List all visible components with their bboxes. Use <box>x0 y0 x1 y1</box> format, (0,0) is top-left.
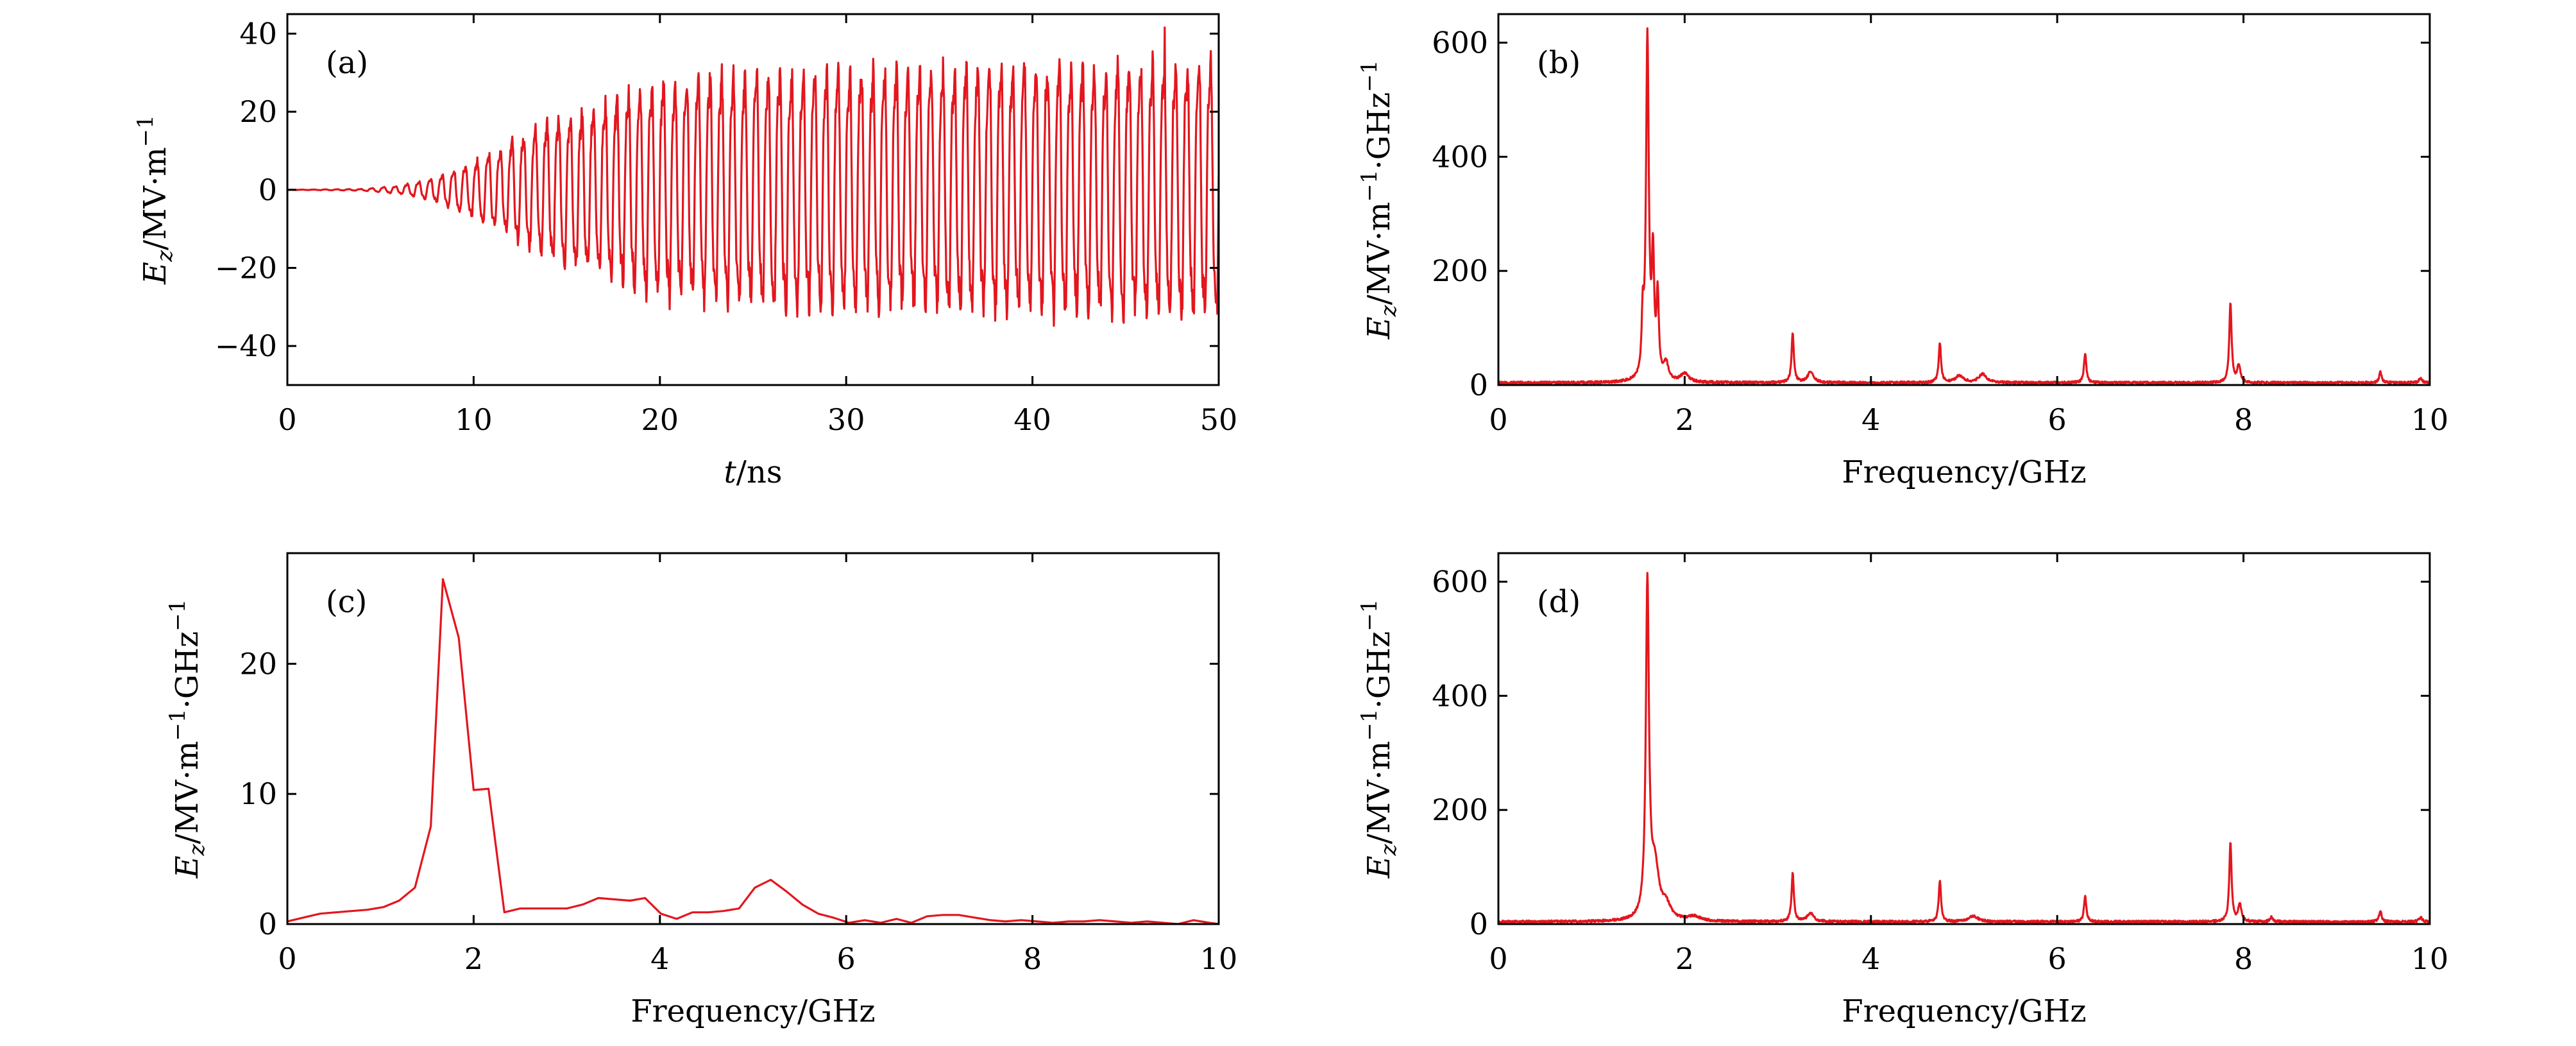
x-tick-label: 20 <box>641 402 679 437</box>
y-tick-label: 20 <box>239 646 277 681</box>
series-line-a <box>287 26 1219 327</box>
panel-d: 0 2 4 6 8 10 0 200 400 600 (d) Frequency/GHz Ez/MV·m… <box>1357 552 2449 1029</box>
y-tick-label: 0 <box>258 907 277 941</box>
y-axis-title: Ez/MV·m−1·GHz−1 <box>1357 60 1402 340</box>
x-axis-title: Frequency/GHz <box>1842 993 2086 1029</box>
y-tick-label: 400 <box>1432 139 1488 174</box>
y-tick-label: 600 <box>1432 564 1488 599</box>
panel-label: (c) <box>326 584 367 620</box>
plot-frame-a <box>286 13 1220 386</box>
x-tick-label: 0 <box>278 941 296 976</box>
y-tick-label: 600 <box>1432 25 1488 60</box>
plot-frame-d <box>1497 552 2431 925</box>
y-tick-label: 0 <box>1470 907 1488 941</box>
x-tick-label: 8 <box>2234 941 2253 976</box>
panel-a: 0 10 20 30 40 50 −40 −20 0 20 40 (a) t/ns Ez/MV·m−1 <box>133 13 1238 490</box>
y-axis-title: Ez/MV·m−1·GHz−1 <box>1357 599 1402 879</box>
x-tick-label: 0 <box>278 402 296 437</box>
y-tick-label: −40 <box>215 329 277 363</box>
x-axis-title: Frequency/GHz <box>1842 454 2086 490</box>
x-tick-label: 10 <box>2411 402 2449 437</box>
y-tick-label: −20 <box>215 250 277 285</box>
x-tick-label: 10 <box>455 402 493 437</box>
x-tick-label: 2 <box>1675 941 1694 976</box>
x-tick-label: 6 <box>2048 402 2067 437</box>
y-axis-title: Ez/MV·m−1·GHz−1 <box>165 599 210 879</box>
x-tick-label: 4 <box>1861 941 1880 976</box>
x-tick-label: 8 <box>2234 402 2253 437</box>
panel-label: (a) <box>326 45 368 81</box>
x-tick-label: 4 <box>1861 402 1880 437</box>
x-tick-label: 0 <box>1489 941 1507 976</box>
y-tick-label: 400 <box>1432 678 1488 713</box>
panel-c: 0 2 4 6 8 10 0 10 20 (c) Frequency/GHz Ez/MV·m−1·GH… <box>165 552 1238 1029</box>
y-tick-label: 0 <box>1470 368 1488 402</box>
panel-label: (b) <box>1537 45 1580 81</box>
x-axis-title: Frequency/GHz <box>631 993 875 1029</box>
x-tick-label: 10 <box>1200 941 1238 976</box>
x-tick-label: 10 <box>2411 941 2449 976</box>
plot-frame-c <box>286 552 1220 925</box>
x-axis-title: t/ns <box>724 454 782 490</box>
x-tick-label: 0 <box>1489 402 1507 437</box>
x-tick-label: 6 <box>2048 941 2067 976</box>
x-tick-label: 2 <box>1675 402 1694 437</box>
x-tick-label: 40 <box>1013 402 1051 437</box>
panel-label: (d) <box>1537 584 1580 620</box>
x-tick-label: 6 <box>837 941 856 976</box>
y-tick-label: 200 <box>1432 793 1488 827</box>
plot-frame-b <box>1497 13 2431 386</box>
y-tick-label: 200 <box>1432 253 1488 288</box>
series-line-b <box>1498 27 2430 385</box>
y-tick-label: 40 <box>239 16 277 51</box>
y-tick-label: 20 <box>239 94 277 129</box>
panel-b: 0 2 4 6 8 10 0 200 400 600 (b) Frequency/GHz Ez/MV·m… <box>1357 13 2449 490</box>
series-line-d <box>1498 572 2430 924</box>
y-tick-label: 10 <box>239 776 277 811</box>
x-tick-label: 8 <box>1023 941 1042 976</box>
x-tick-label: 4 <box>650 941 669 976</box>
x-tick-label: 30 <box>827 402 865 437</box>
x-tick-label: 50 <box>1200 402 1238 437</box>
y-axis-title: Ez/MV·m−1 <box>133 115 178 285</box>
y-tick-label: 0 <box>258 173 277 207</box>
x-tick-label: 2 <box>464 941 483 976</box>
series-line-c <box>287 578 1219 924</box>
